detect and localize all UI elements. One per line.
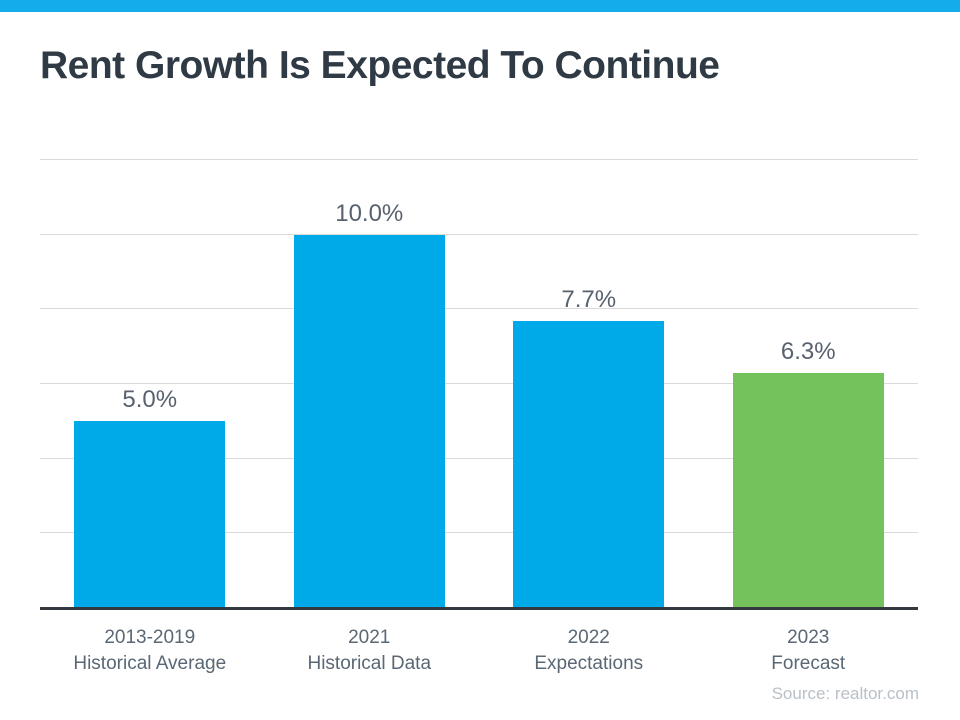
gridline: [40, 159, 918, 160]
bar-column: 10.0%: [260, 160, 480, 608]
x-axis-category-label: 2013-2019 Historical Average: [40, 625, 260, 677]
gridline: [40, 233, 918, 235]
category-line-2: Historical Average: [73, 653, 227, 674]
bar: [293, 234, 445, 608]
gridline: [40, 383, 918, 384]
plot-area: 5.0% 10.0% 7.7% 6.3% 2013-2019 Historical Av…: [40, 159, 918, 674]
bar-column: 7.7%: [479, 160, 699, 608]
accent-strip: [0, 0, 960, 12]
x-axis-line: [40, 607, 918, 610]
gridline: [40, 532, 918, 534]
source-note: Source: realtor.com: [771, 684, 919, 703]
category-line-1: 2022: [567, 627, 610, 648]
bar-value-label: 7.7%: [561, 285, 617, 313]
bar: [74, 421, 226, 608]
bar-columns: 5.0% 10.0% 7.7% 6.3%: [40, 160, 918, 608]
category-line-1: 2013-2019: [104, 627, 196, 648]
category-line-2: Historical Data: [307, 653, 432, 674]
bar-column: 6.3%: [699, 160, 919, 608]
x-axis-category-label: 2023 Forecast: [699, 625, 919, 677]
category-line-2: Forecast: [771, 653, 846, 674]
category-line-1: 2021: [348, 627, 391, 648]
category-line-2: Expectations: [534, 653, 644, 674]
bar: [513, 320, 665, 608]
bar-value-label: 10.0%: [335, 199, 404, 227]
gridline: [40, 457, 918, 459]
x-axis-category-label: 2022 Expectations: [479, 625, 699, 677]
x-axis-category-label: 2021 Historical Data: [260, 625, 480, 677]
x-axis-labels: 2013-2019 Historical Average 2021 Historica…: [40, 625, 918, 677]
gridline: [40, 308, 918, 310]
chart-title: Rent Growth Is Expected To Continue: [40, 44, 720, 87]
bar-value-label: 5.0%: [122, 386, 178, 414]
bar-column: 5.0%: [40, 160, 260, 608]
category-line-1: 2023: [787, 627, 830, 648]
bar-value-label: 6.3%: [780, 337, 836, 365]
bar: [732, 372, 884, 608]
gridlines: [40, 159, 918, 608]
